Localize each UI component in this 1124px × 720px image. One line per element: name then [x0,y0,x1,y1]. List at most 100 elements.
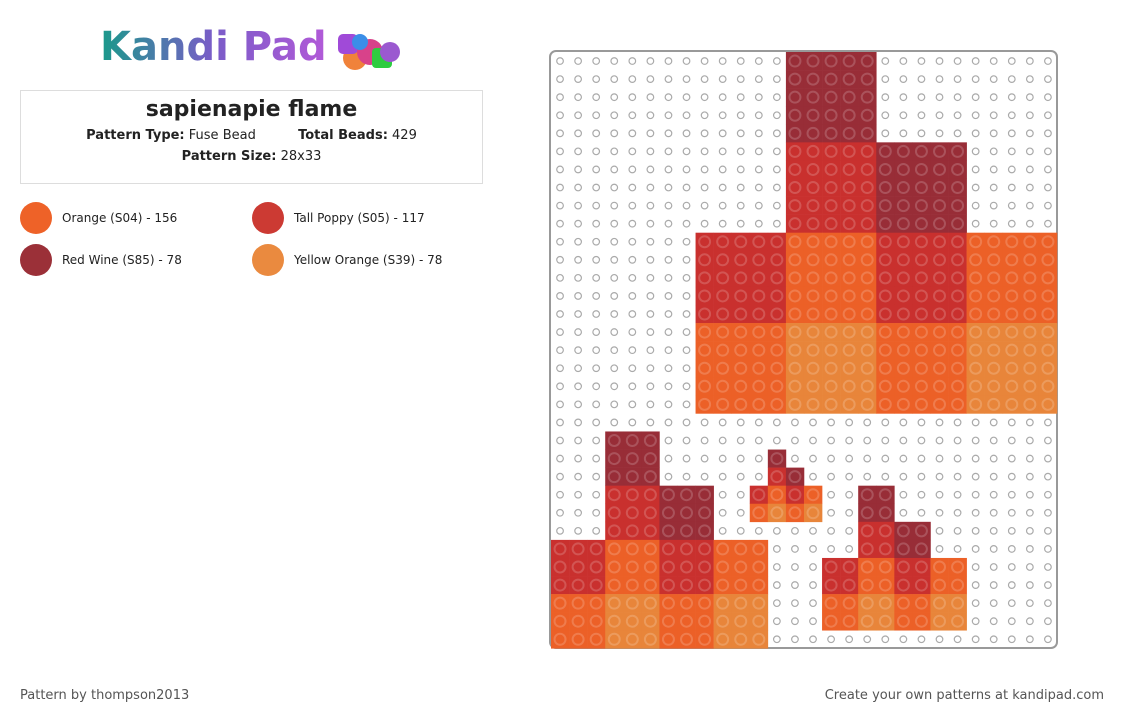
bead [767,449,787,468]
bead [1020,268,1040,288]
bead [858,178,877,197]
bead [641,576,660,595]
peg [989,147,998,156]
bead [912,594,931,613]
bead [822,612,841,631]
bead-ring [698,524,712,538]
bead [894,196,913,215]
bead-ring [788,72,802,86]
bead-ring [824,560,838,574]
bead-ring [987,289,1001,303]
peg [718,508,727,517]
peg [772,201,781,210]
bead [803,196,823,215]
bead [876,576,895,595]
bead-ring [770,289,784,303]
bead [858,323,877,342]
bead [767,304,787,324]
peg [574,183,583,192]
bead-ring [788,144,802,158]
peg [664,129,673,138]
bead [785,323,805,342]
bead [822,124,841,143]
bead-ring [860,108,874,122]
peg [754,526,763,535]
bead [767,250,787,270]
bead-ring [643,434,657,448]
peg [1044,57,1052,65]
bead-ring [1041,271,1055,285]
bead-ring [933,162,947,176]
bead-ring [571,560,585,574]
peg [917,75,926,84]
peg [754,472,763,481]
peg [718,490,727,499]
bead [840,557,859,577]
peg [682,201,691,210]
peg [700,57,709,65]
peg [989,129,998,138]
bead [894,178,913,197]
peg [718,526,727,535]
peg [664,436,673,445]
bead-ring [878,307,892,321]
bead-ring [806,217,820,231]
peg [1025,111,1034,120]
bead-ring [842,144,856,158]
bead [677,557,696,577]
bead-ring [752,488,766,502]
bead [822,178,841,197]
bead-ring [951,253,965,267]
bead [912,377,931,396]
bead-ring [589,596,603,610]
peg [971,165,980,174]
peg [700,472,709,481]
peg [682,292,691,300]
bead-ring [788,253,802,267]
bead [948,304,967,324]
bead [551,557,570,577]
bead [894,323,913,342]
bead-ring [878,253,892,267]
peg [1044,490,1052,499]
bead-ring [878,524,892,538]
peg [1044,183,1052,192]
peg [935,111,944,120]
bead-ring [680,488,694,502]
bead-ring [806,126,820,140]
bead-ring [987,361,1001,375]
bead [803,250,823,270]
peg [845,526,854,535]
bead [749,286,769,306]
bead-ring [896,235,910,249]
bead-ring [824,361,838,375]
bead-ring [824,181,838,195]
bead [840,88,859,107]
bead-ring [824,217,838,231]
peg [772,129,781,138]
peg [646,147,655,156]
peg [646,364,655,373]
bead-ring [987,271,1001,285]
peg [664,273,673,282]
bead [930,395,949,414]
pattern-card: sapienapie flame Pattern Type: Fuse Bead… [20,90,483,184]
bead [1002,268,1022,288]
bead-ring [734,578,748,592]
peg [845,490,854,499]
peg [628,219,637,228]
peg [646,93,655,102]
bead [731,232,751,252]
bead [876,395,895,414]
peg [736,454,745,463]
bead [749,304,769,324]
bead-ring [806,181,820,195]
bead-ring [860,325,874,339]
bead [749,250,769,270]
logo[interactable]: Kandi Pad [100,24,327,70]
bead-ring [1023,379,1037,393]
footer-right[interactable]: Create your own patterns at kandipad.com [824,688,1104,703]
bead-ring [806,289,820,303]
bead-ring [788,217,802,231]
peg [917,129,926,138]
